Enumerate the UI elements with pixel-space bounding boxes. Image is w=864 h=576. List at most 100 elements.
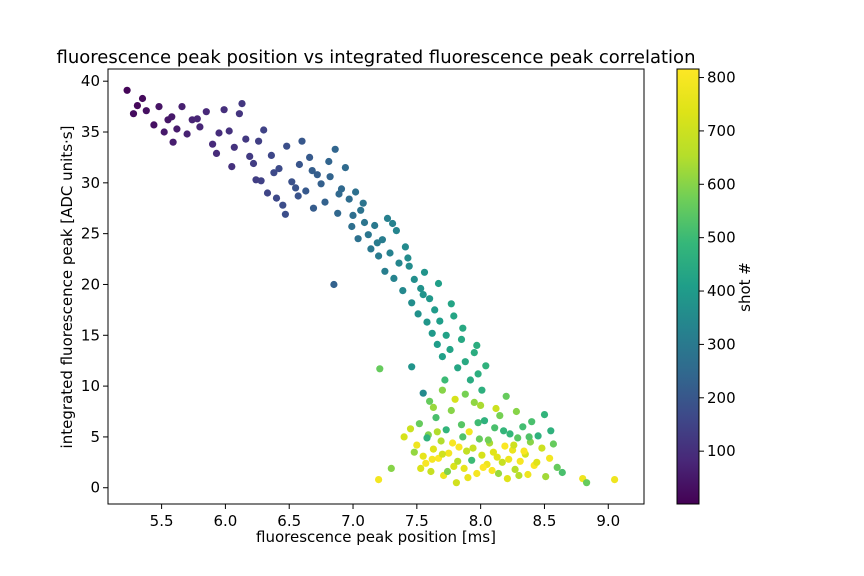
chart-title: fluorescence peak position vs integrated…: [57, 47, 696, 68]
x-axis-label: fluorescence peak position [ms]: [256, 528, 496, 546]
scatter-point: [255, 137, 263, 145]
y-tick-label: 35: [81, 123, 100, 141]
scatter-point: [408, 299, 416, 307]
scatter-point: [463, 447, 471, 455]
scatter-point: [433, 340, 441, 348]
x-tick-label: 6.5: [277, 512, 301, 530]
scatter-point: [533, 458, 541, 466]
scatter-point: [474, 419, 482, 427]
scatter-point: [313, 171, 321, 179]
scatter-point: [168, 113, 176, 121]
scatter-point: [429, 403, 437, 411]
y-tick-label: 5: [90, 428, 100, 446]
scatter-point: [480, 417, 489, 425]
colorbar-tick-label: 600: [707, 175, 736, 193]
scatter-point: [360, 218, 369, 227]
scatter-point: [405, 262, 413, 270]
scatter-point: [419, 452, 427, 460]
scatter-point: [470, 349, 478, 357]
plot-area: [108, 69, 644, 504]
scatter-point: [491, 424, 499, 432]
scatter-point: [426, 397, 434, 405]
scatter-point: [493, 453, 501, 461]
scatter-point: [428, 455, 436, 463]
scatter-point: [263, 189, 272, 197]
scatter-point: [450, 462, 458, 470]
scatter-point: [295, 160, 303, 169]
scatter-point: [410, 448, 418, 456]
scatter-point: [434, 279, 443, 288]
scatter-point: [494, 469, 503, 478]
scatter-point: [308, 167, 316, 175]
scatter-point: [225, 127, 233, 135]
scatter-point: [429, 445, 437, 453]
scatter-point: [404, 254, 412, 262]
scatter-point: [449, 439, 457, 447]
colorbar-tick-label: 500: [707, 229, 736, 247]
colorbar-tick-label: 100: [707, 442, 736, 460]
scatter-point: [558, 468, 566, 477]
scatter-point: [417, 464, 425, 472]
scatter-point: [441, 376, 449, 384]
colorbar-tick-label: 700: [707, 122, 736, 140]
scatter-point: [279, 201, 287, 209]
scatter-point: [345, 195, 353, 203]
scatter-point: [386, 249, 394, 257]
scatter-point: [457, 421, 466, 429]
scatter-point: [173, 125, 181, 133]
scatter-point: [422, 459, 430, 467]
x-axis: 5.5 6.0 6.5 7.0 7.5 8.0 8.5 9.0: [150, 504, 620, 530]
scatter-point: [270, 169, 278, 177]
scatter-point: [445, 449, 453, 457]
scatter-point: [383, 214, 392, 222]
colorbar-tick-label: 400: [707, 282, 736, 300]
scatter-point: [288, 178, 296, 186]
scatter-point: [375, 252, 383, 260]
scatter-point: [400, 433, 408, 441]
scatter-point: [454, 457, 462, 465]
scatter-point: [455, 443, 463, 451]
scatter-point: [502, 392, 510, 400]
scatter-point: [540, 411, 549, 419]
scatter-point: [260, 126, 268, 134]
y-tick-label: 20: [81, 275, 100, 293]
scatter-point: [423, 434, 431, 442]
scatter-point: [437, 437, 445, 445]
x-tick-label: 8.0: [469, 512, 493, 530]
scatter-point: [511, 465, 519, 473]
scatter-point: [454, 364, 462, 372]
scatter-point: [235, 110, 243, 118]
scatter-point: [442, 331, 450, 339]
x-tick-label: 6.0: [213, 512, 237, 530]
scatter-point: [230, 143, 238, 151]
scatter-point: [525, 433, 533, 441]
scatter-point: [294, 192, 302, 200]
scatter-point: [272, 194, 281, 202]
scatter-point: [331, 145, 339, 153]
scatter-point: [583, 479, 591, 487]
scatter-point: [228, 163, 236, 171]
scatter-point: [160, 128, 168, 136]
scatter-point: [460, 464, 468, 472]
scatter-point: [503, 475, 511, 483]
scatter-point: [349, 211, 357, 219]
scatter-point: [246, 152, 254, 160]
scatter-point: [466, 376, 474, 384]
scatter-point: [442, 426, 450, 434]
y-tick-label: 0: [90, 479, 100, 497]
scatter-point: [459, 324, 467, 332]
scatter-points: [123, 86, 619, 487]
scatter-point: [457, 335, 466, 343]
scatter-point: [465, 428, 473, 436]
scatter-point: [419, 291, 427, 299]
plot-frame: [107, 68, 645, 505]
scatter-point: [498, 458, 506, 466]
scatter-point: [183, 130, 191, 138]
scatter-point: [193, 115, 201, 123]
scatter-point: [515, 471, 523, 480]
colorbar-tick-label: 800: [707, 69, 736, 87]
scatter-point: [364, 231, 372, 239]
scatter-point: [410, 275, 418, 283]
x-tick-label: 5.5: [150, 512, 174, 530]
scatter-point: [359, 199, 367, 207]
